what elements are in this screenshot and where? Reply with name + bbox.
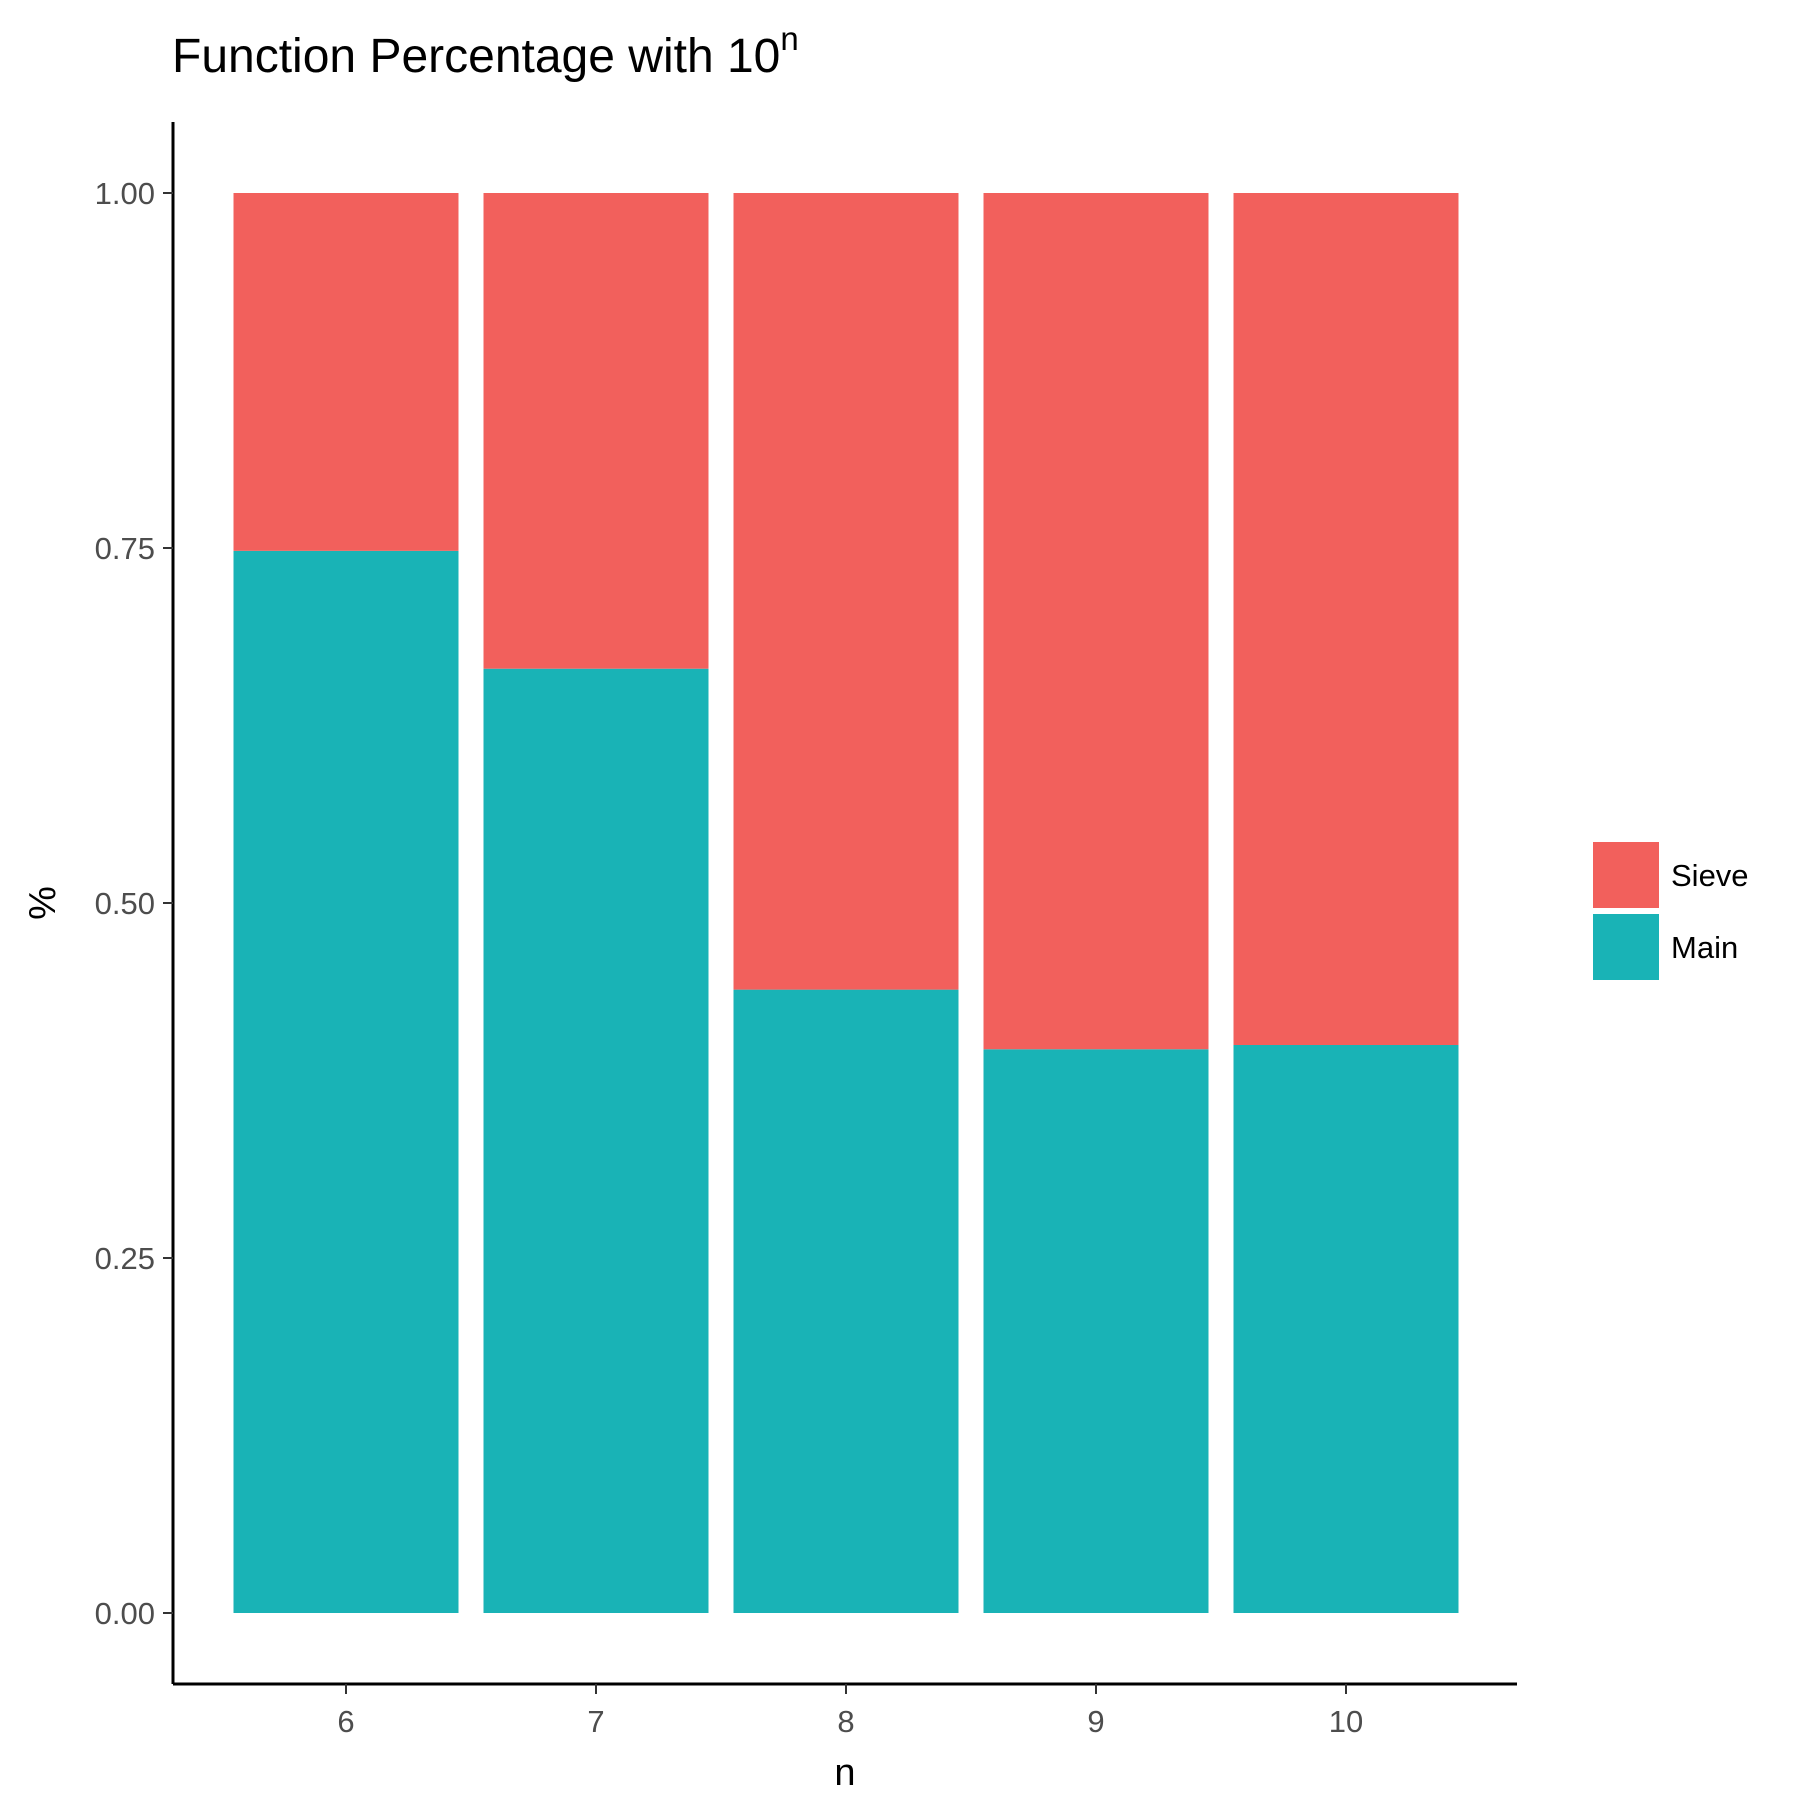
bar-sieve-7 <box>483 193 709 669</box>
x-axis-title: n <box>834 1752 855 1794</box>
plot-area <box>233 193 1459 1613</box>
bar-main-10 <box>1233 1045 1459 1613</box>
bar-sieve-8 <box>733 193 959 990</box>
legend-key-sieve <box>1593 842 1659 908</box>
y-tick-label: 0.75 <box>95 531 155 566</box>
y-tick-label: 0.50 <box>95 886 155 921</box>
chart-title-superscript: n <box>780 20 798 57</box>
bar-main-9 <box>983 1049 1209 1613</box>
y-axis-ticks: 0.00 0.25 0.50 0.75 1.00 <box>95 176 173 1631</box>
y-axis-title: % <box>22 886 64 920</box>
x-tick-label: 9 <box>1087 1704 1104 1739</box>
bar-main-8 <box>733 989 959 1613</box>
bar-main-7 <box>483 668 709 1613</box>
chart-title: Function Percentage with 10n <box>172 20 799 83</box>
y-tick-label: 1.00 <box>95 176 155 211</box>
bar-sieve-10 <box>1233 193 1459 1045</box>
bar-main-6 <box>233 550 459 1613</box>
y-tick-label: 0.00 <box>95 1596 155 1631</box>
legend-key-main <box>1593 914 1659 980</box>
x-tick-label: 8 <box>837 1704 854 1739</box>
legend: Sieve Main <box>1593 842 1749 980</box>
legend-label-main: Main <box>1671 930 1738 965</box>
x-tick-label: 10 <box>1329 1704 1363 1739</box>
x-axis-ticks: 6 7 8 9 10 <box>337 1684 1363 1739</box>
chart-title-text: Function Percentage with 10 <box>172 30 780 83</box>
bar-sieve-6 <box>233 193 459 551</box>
bar-sieve-9 <box>983 193 1209 1050</box>
y-tick-label: 0.25 <box>95 1241 155 1276</box>
x-tick-label: 7 <box>587 1704 604 1739</box>
x-tick-label: 6 <box>337 1704 354 1739</box>
legend-label-sieve: Sieve <box>1671 858 1749 893</box>
